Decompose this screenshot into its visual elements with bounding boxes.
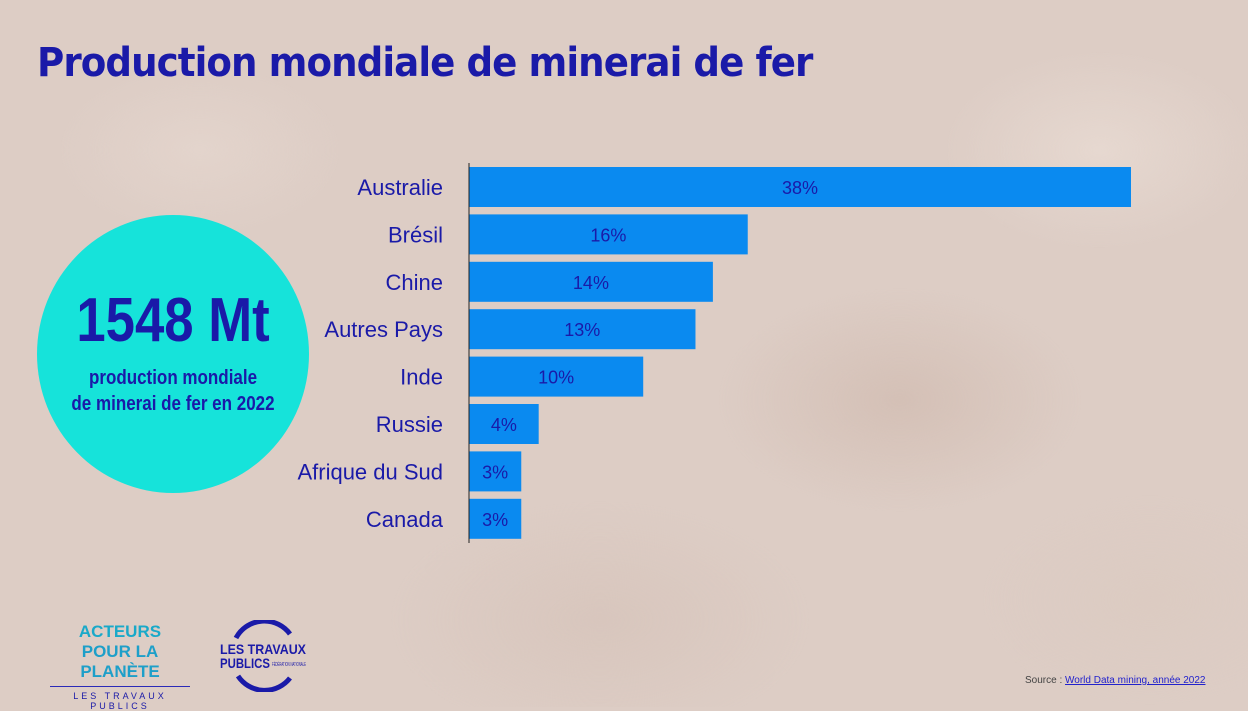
caption-line-1: production mondiale bbox=[88, 367, 258, 389]
category-label: Afrique du Sud bbox=[297, 459, 443, 484]
bar bbox=[469, 404, 539, 444]
bar bbox=[469, 214, 748, 255]
bar bbox=[469, 167, 1131, 207]
total-production-value: 1548 Mt bbox=[76, 286, 270, 355]
data-label: 4% bbox=[491, 415, 517, 435]
data-label: 10% bbox=[538, 368, 574, 388]
fntp-line-2: PUBLICS bbox=[220, 655, 270, 671]
category-label: Canada bbox=[366, 507, 444, 532]
bar bbox=[469, 261, 713, 302]
source-note: Source : World Data mining, année 2022 bbox=[1025, 675, 1206, 686]
bar bbox=[469, 498, 522, 539]
category-label: Chine bbox=[386, 270, 443, 295]
category-label: Inde bbox=[400, 365, 443, 390]
logo-line-3: LES TRAVAUX PUBLICS bbox=[50, 686, 190, 711]
source-prefix: Source : bbox=[1025, 675, 1066, 686]
source-link[interactable]: World Data mining, année 2022 bbox=[1065, 675, 1206, 686]
category-label: Australie bbox=[357, 175, 443, 200]
total-production-circle: 1548 Mt production mondiale de minerai d… bbox=[37, 215, 309, 493]
data-label: 3% bbox=[482, 462, 508, 482]
bar bbox=[469, 309, 696, 350]
data-label: 3% bbox=[482, 510, 508, 530]
logo-line-2: POUR LA PLANÈTE bbox=[80, 642, 160, 681]
page-title: Production mondiale de minerai de fer bbox=[37, 40, 813, 86]
data-label: 38% bbox=[782, 178, 818, 198]
fntp-line-1: LES TRAVAUX bbox=[220, 641, 307, 657]
fntp-line-3: FÉDÉRATION NATIONALE bbox=[272, 661, 306, 668]
category-label: Russie bbox=[376, 412, 443, 437]
category-label: Brésil bbox=[388, 222, 443, 247]
caption-line-2: de minerai de fer en 2022 bbox=[71, 393, 275, 415]
data-label: 16% bbox=[590, 225, 626, 245]
fntp-logo: LES TRAVAUX PUBLICS FÉDÉRATION NATIONALE bbox=[220, 620, 307, 692]
category-label: Autres Pays bbox=[324, 317, 443, 342]
data-label: 14% bbox=[573, 273, 609, 293]
bar bbox=[469, 356, 644, 397]
data-label: 13% bbox=[564, 320, 600, 340]
logo-line-1: ACTEURS bbox=[78, 622, 162, 641]
bar bbox=[469, 451, 522, 492]
total-production-caption: production mondiale de minerai de fer en… bbox=[57, 365, 288, 417]
acteurs-pour-la-planete-logo: ACTEURS POUR LA PLANÈTE LES TRAVAUX PUBL… bbox=[50, 622, 190, 711]
